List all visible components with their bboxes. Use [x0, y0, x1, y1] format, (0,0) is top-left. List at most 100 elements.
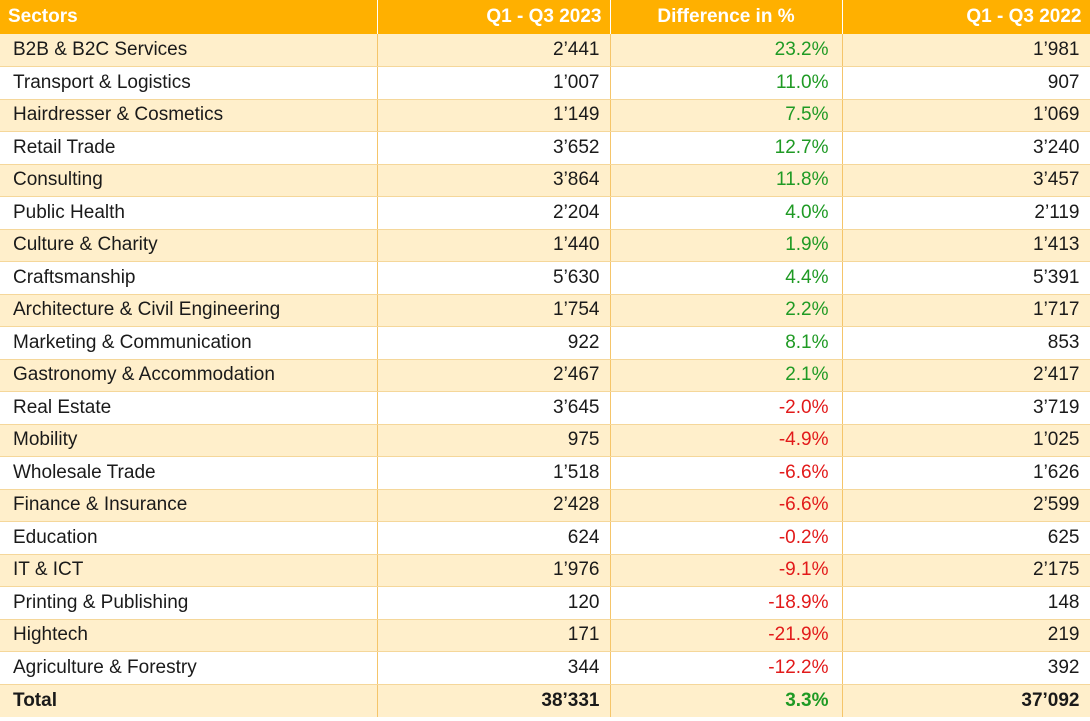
value-2023-cell: 624	[377, 521, 611, 555]
value-2022-cell: 2’417	[842, 359, 1090, 392]
difference-cell: -0.2%	[610, 521, 843, 555]
table-row: Gastronomy & Accommodation 2’467 2.1% 2’417	[0, 359, 1090, 392]
table-row: Hairdresser & Cosmetics 1’149 7.5% 1’069	[0, 99, 1090, 132]
sector-cell: Architecture & Civil Engineering	[0, 294, 378, 327]
value-2022-cell: 3’457	[842, 164, 1090, 197]
difference-cell: -12.2%	[610, 651, 843, 685]
table-row: Marketing & Communication 922 8.1% 853	[0, 326, 1090, 360]
value-2022-cell: 1’025	[842, 424, 1090, 457]
sector-cell: Culture & Charity	[0, 229, 378, 262]
sector-cell: Public Health	[0, 196, 378, 230]
column-header-2023: Q1 - Q3 2023	[377, 0, 611, 34]
sector-cell: B2B & B2C Services	[0, 34, 378, 67]
difference-cell: 11.0%	[610, 66, 843, 100]
sector-cell: Hairdresser & Cosmetics	[0, 99, 378, 132]
difference-cell: 12.7%	[610, 131, 843, 165]
value-2023-cell: 3’645	[377, 391, 611, 425]
value-2023-cell: 171	[377, 619, 611, 652]
table-row: Craftsmanship 5’630 4.4% 5’391	[0, 261, 1090, 295]
difference-cell: 2.1%	[610, 359, 843, 392]
value-2022-cell: 2’119	[842, 196, 1090, 230]
sector-cell: Marketing & Communication	[0, 326, 378, 360]
value-2022-cell: 219	[842, 619, 1090, 652]
sector-cell: Mobility	[0, 424, 378, 457]
sector-cell: Gastronomy & Accommodation	[0, 359, 378, 392]
table-row: Hightech 171 -21.9% 219	[0, 619, 1090, 652]
sector-cell: Agriculture & Forestry	[0, 651, 378, 685]
value-2023-cell: 1’149	[377, 99, 611, 132]
table-row: IT & ICT 1’976 -9.1% 2’175	[0, 554, 1090, 587]
column-header-sectors: Sectors	[0, 0, 378, 34]
total-row: Total 38’331 3.3% 37’092	[0, 684, 1090, 717]
sector-cell: IT & ICT	[0, 554, 378, 587]
table-row: Education 624 -0.2% 625	[0, 521, 1090, 555]
value-2023-cell: 922	[377, 326, 611, 360]
table-row: Printing & Publishing 120 -18.9% 148	[0, 586, 1090, 620]
value-2023-cell: 1’440	[377, 229, 611, 262]
difference-cell: 11.8%	[610, 164, 843, 197]
value-2023-cell: 344	[377, 651, 611, 685]
sector-cell: Real Estate	[0, 391, 378, 425]
value-2023-cell: 5’630	[377, 261, 611, 295]
table-row: Retail Trade 3’652 12.7% 3’240	[0, 131, 1090, 165]
sector-cell: Transport & Logistics	[0, 66, 378, 100]
difference-cell: -9.1%	[610, 554, 843, 587]
sector-cell: Finance & Insurance	[0, 489, 378, 522]
value-2023-cell: 975	[377, 424, 611, 457]
difference-cell: -4.9%	[610, 424, 843, 457]
table-row: Public Health 2’204 4.0% 2’119	[0, 196, 1090, 230]
sector-cell: Consulting	[0, 164, 378, 197]
sector-cell: Printing & Publishing	[0, 586, 378, 620]
value-2022-cell: 1’626	[842, 456, 1090, 490]
value-2022-cell: 1’413	[842, 229, 1090, 262]
difference-cell: -2.0%	[610, 391, 843, 425]
difference-cell: 23.2%	[610, 34, 843, 67]
value-2022-cell: 5’391	[842, 261, 1090, 295]
value-2023-cell: 38’331	[377, 684, 611, 717]
difference-cell: -18.9%	[610, 586, 843, 620]
column-header-difference: Difference in %	[610, 0, 843, 34]
value-2022-cell: 2’175	[842, 554, 1090, 587]
difference-cell: 4.0%	[610, 196, 843, 230]
value-2022-cell: 392	[842, 651, 1090, 685]
header-row: Sectors Q1 - Q3 2023 Difference in % Q1 …	[0, 0, 1090, 34]
value-2023-cell: 2’467	[377, 359, 611, 392]
sector-cell: Total	[0, 684, 378, 717]
difference-cell: 3.3%	[610, 684, 843, 717]
value-2022-cell: 3’719	[842, 391, 1090, 425]
value-2022-cell: 37’092	[842, 684, 1090, 717]
value-2022-cell: 907	[842, 66, 1090, 100]
value-2022-cell: 2’599	[842, 489, 1090, 522]
difference-cell: 4.4%	[610, 261, 843, 295]
difference-cell: -6.6%	[610, 456, 843, 490]
table-row: Consulting 3’864 11.8% 3’457	[0, 164, 1090, 197]
table-row: Culture & Charity 1’440 1.9% 1’413	[0, 229, 1090, 262]
value-2023-cell: 3’864	[377, 164, 611, 197]
sector-cell: Education	[0, 521, 378, 555]
table-body: B2B & B2C Services 2’441 23.2% 1’981 Transpo…	[0, 34, 1090, 717]
table-row: B2B & B2C Services 2’441 23.2% 1’981	[0, 34, 1090, 67]
table-row: Architecture & Civil Engineering 1’754 2.2…	[0, 294, 1090, 327]
table-row: Agriculture & Forestry 344 -12.2% 392	[0, 651, 1090, 685]
table-row: Wholesale Trade 1’518 -6.6% 1’626	[0, 456, 1090, 490]
value-2023-cell: 1’754	[377, 294, 611, 327]
sector-cell: Craftsmanship	[0, 261, 378, 295]
difference-cell: -6.6%	[610, 489, 843, 522]
value-2023-cell: 120	[377, 586, 611, 620]
value-2022-cell: 853	[842, 326, 1090, 360]
table-row: Mobility 975 -4.9% 1’025	[0, 424, 1090, 457]
value-2022-cell: 148	[842, 586, 1090, 620]
value-2023-cell: 1’518	[377, 456, 611, 490]
difference-cell: 1.9%	[610, 229, 843, 262]
value-2023-cell: 3’652	[377, 131, 611, 165]
table-row: Transport & Logistics 1’007 11.0% 907	[0, 66, 1090, 100]
value-2023-cell: 1’007	[377, 66, 611, 100]
table-row: Finance & Insurance 2’428 -6.6% 2’599	[0, 489, 1090, 522]
sector-cell: Wholesale Trade	[0, 456, 378, 490]
difference-cell: 2.2%	[610, 294, 843, 327]
value-2023-cell: 2’428	[377, 489, 611, 522]
difference-cell: -21.9%	[610, 619, 843, 652]
sector-cell: Retail Trade	[0, 131, 378, 165]
difference-cell: 8.1%	[610, 326, 843, 360]
